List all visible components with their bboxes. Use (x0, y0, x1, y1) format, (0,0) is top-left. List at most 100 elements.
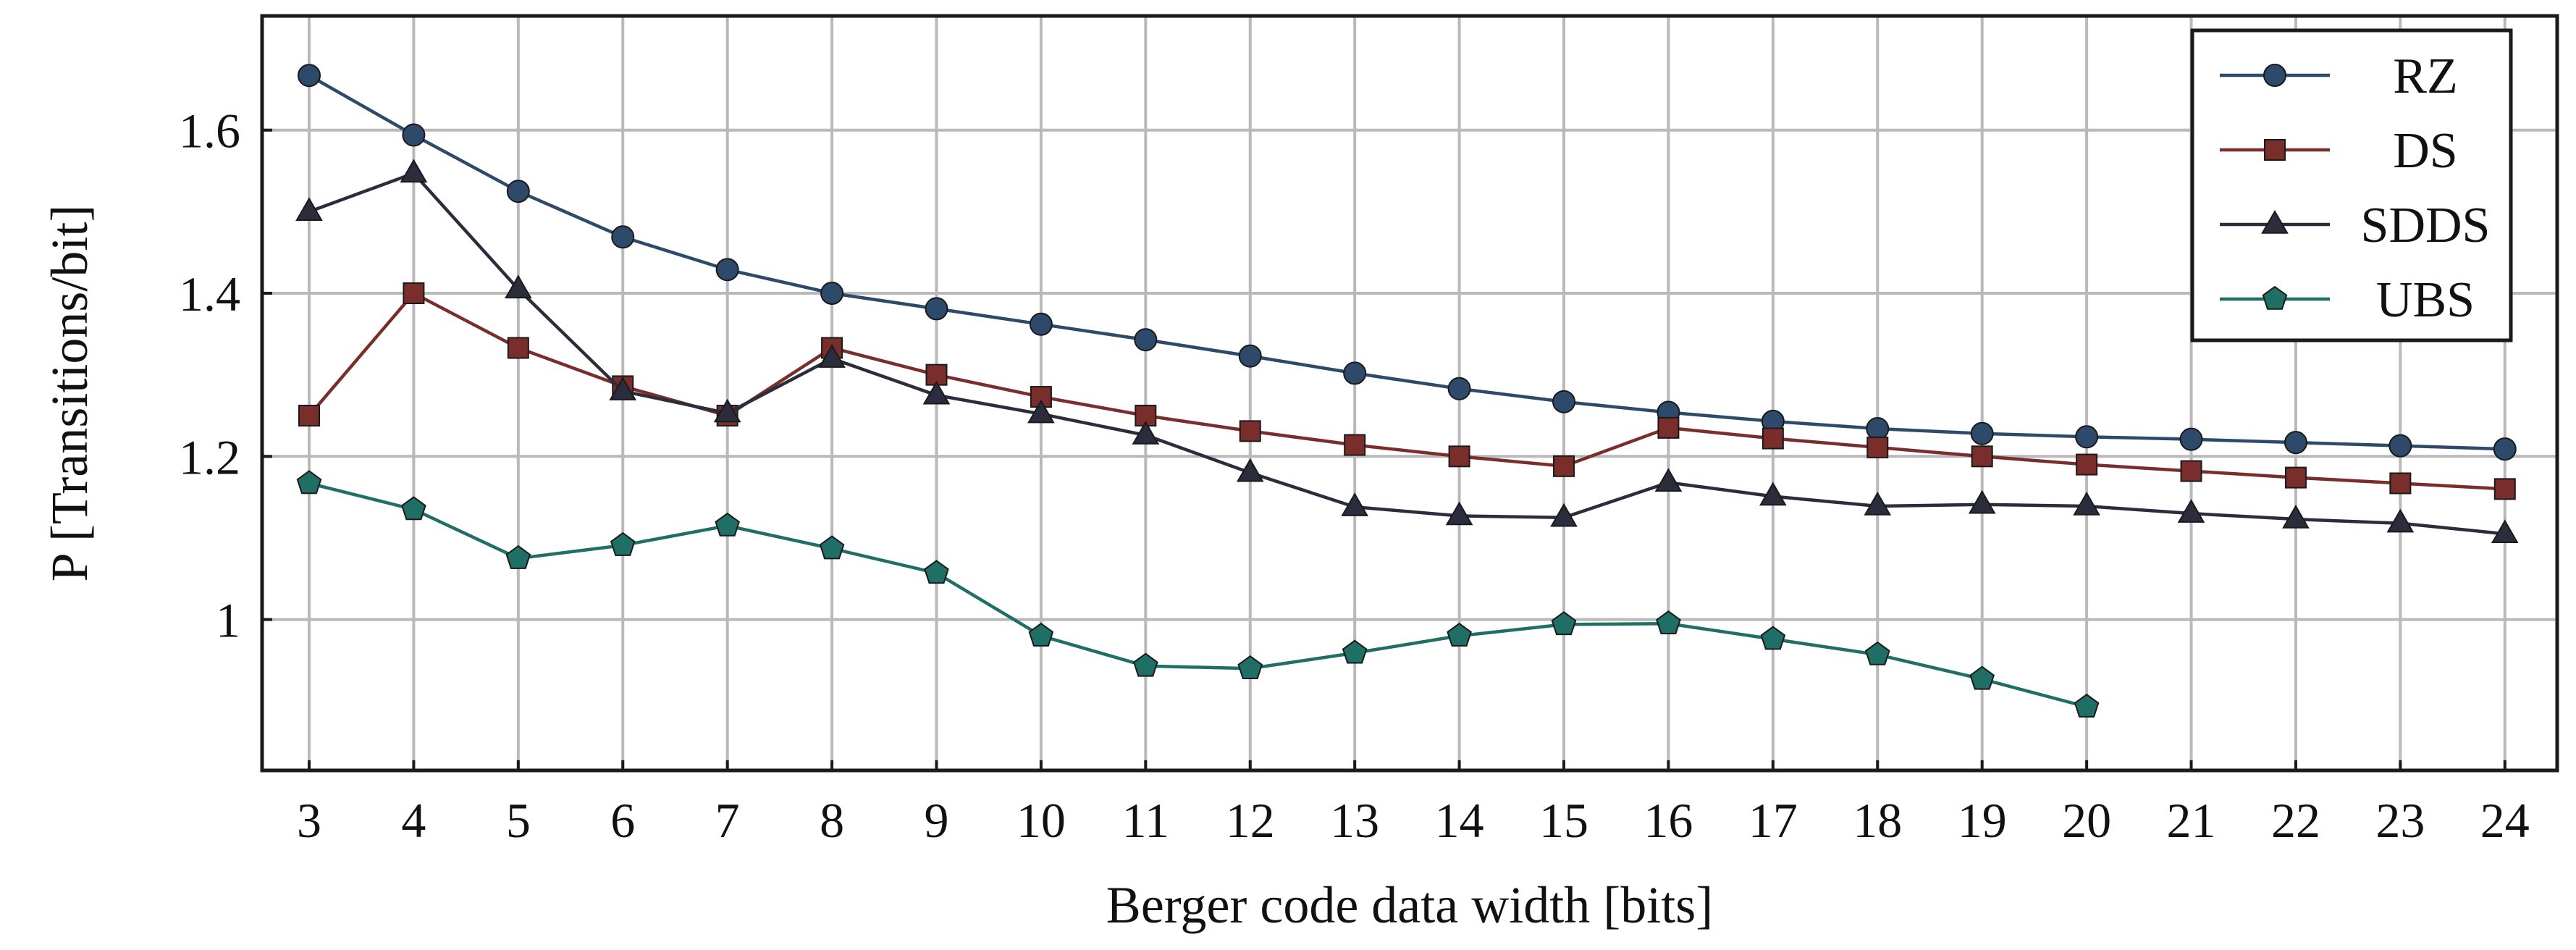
legend-item-rz: RZ (2220, 49, 2458, 104)
data-point-rz (2075, 425, 2099, 449)
x-tick-label: 18 (1853, 793, 1902, 848)
data-point-ds (298, 404, 320, 426)
data-point-sdds (2177, 499, 2205, 523)
x-tick-label: 11 (1122, 793, 1169, 848)
data-point-ubs (610, 531, 636, 556)
data-point-rz (925, 297, 948, 321)
series-layer (295, 64, 2519, 718)
y-axis-title: P [Transitions/bit] (41, 205, 98, 582)
series-ds (298, 282, 2516, 500)
legend-box (2190, 28, 2513, 342)
data-point-sdds (400, 159, 428, 183)
y-tick-label: 1.4 (179, 266, 240, 321)
data-point-ubs (1760, 626, 1786, 650)
data-point-sdds (2073, 492, 2100, 516)
x-tick-label: 9 (925, 793, 949, 848)
data-point-rz (2388, 434, 2412, 458)
data-point-ds (507, 337, 529, 359)
data-point-sdds (1445, 501, 1473, 526)
data-point-rz (1029, 312, 1053, 336)
data-point-ubs (296, 470, 322, 495)
x-axis-title: Berger code data width [bits] (1106, 876, 1713, 934)
data-point-ds (2076, 453, 2098, 476)
data-point-ubs (505, 545, 531, 569)
legend: RZ DS SDDS UBS (2190, 28, 2513, 342)
x-tick-label: 21 (2167, 793, 2216, 848)
x-tick-label: 14 (1435, 793, 1484, 848)
x-tick-label: 17 (1748, 793, 1798, 848)
data-point-ds (1866, 436, 1889, 458)
data-point-rz (506, 180, 530, 203)
y-axis-ticks: 1 1.2 1.4 1.6 (179, 104, 240, 648)
legend-label-sdds: SDDS (2361, 198, 2491, 253)
data-point-sdds (1968, 489, 1996, 514)
data-point-sdds (1341, 492, 1369, 516)
data-point-sdds (922, 380, 951, 405)
data-point-rz (1134, 328, 1158, 352)
data-point-rz (820, 282, 844, 306)
plot-frame (260, 14, 2559, 773)
x-tick-label: 23 (2375, 793, 2425, 848)
legend-marker-rz (2263, 64, 2286, 87)
data-point-sdds (2491, 519, 2519, 544)
data-point-sdds (295, 197, 323, 222)
data-point-rz (297, 64, 321, 88)
legend-marker-sdds (2261, 209, 2289, 234)
data-point-sdds (1759, 482, 1787, 506)
data-point-rz (1447, 377, 1471, 400)
legend-marker-ubs (2262, 285, 2288, 310)
x-tick-label: 12 (1226, 793, 1275, 848)
y-tick-label: 1 (216, 593, 240, 648)
data-point-ds (1657, 416, 1680, 439)
data-point-ubs (1656, 610, 1681, 634)
series-ubs (296, 470, 2100, 718)
data-point-ubs (1864, 641, 1890, 665)
x-tick-label: 7 (715, 793, 740, 848)
data-point-rz (1343, 361, 1367, 385)
legend-label-ubs: UBS (2376, 272, 2475, 328)
data-point-ubs (1551, 611, 1577, 636)
data-point-rz (1238, 344, 1262, 368)
x-tick-label: 5 (506, 793, 531, 848)
x-tick-label: 24 (2480, 793, 2530, 848)
data-point-rz (1552, 390, 1576, 413)
legend-label-ds: DS (2393, 123, 2457, 179)
data-point-sdds (1027, 399, 1055, 424)
data-point-sdds (1550, 503, 1578, 527)
legend-label-rz: RZ (2393, 49, 2457, 104)
data-point-ubs (715, 512, 741, 537)
data-point-ds (1761, 427, 1784, 450)
data-point-ds (2389, 472, 2412, 495)
data-point-ubs (1342, 639, 1368, 664)
data-point-ubs (1447, 622, 1472, 647)
y-tick-label: 1.6 (179, 104, 240, 159)
data-point-ubs (819, 535, 845, 560)
data-point-rz (1970, 421, 1994, 445)
x-tick-label: 10 (1016, 793, 1066, 848)
x-tick-label: 16 (1643, 793, 1693, 848)
data-point-sdds (1132, 421, 1160, 445)
data-point-ds (2493, 478, 2516, 500)
legend-item-ubs: UBS (2220, 272, 2475, 328)
data-point-rz (2284, 431, 2307, 455)
x-tick-label: 6 (610, 793, 635, 848)
data-point-ubs (1132, 652, 1158, 677)
data-point-rz (2493, 437, 2517, 461)
data-point-sdds (1864, 492, 1892, 516)
data-point-ubs (1969, 665, 1995, 690)
series-rz (297, 64, 2517, 461)
data-point-ubs (401, 496, 426, 521)
data-point-ds (1239, 420, 1261, 442)
data-point-ds (1448, 445, 1470, 468)
data-point-sdds (1236, 458, 1264, 482)
data-point-rz (715, 258, 739, 282)
x-tick-label: 22 (2271, 793, 2320, 848)
legend-marker-ds (2264, 139, 2286, 161)
x-tick-label: 20 (2062, 793, 2111, 848)
data-point-sdds (713, 398, 741, 423)
data-point-ubs (1237, 655, 1263, 679)
data-point-ubs (1028, 622, 1054, 647)
x-tick-label: 19 (1958, 793, 2007, 848)
data-point-ds (2180, 460, 2202, 482)
